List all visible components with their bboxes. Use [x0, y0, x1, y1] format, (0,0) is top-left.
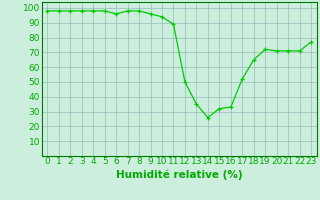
X-axis label: Humidité relative (%): Humidité relative (%)	[116, 169, 243, 180]
